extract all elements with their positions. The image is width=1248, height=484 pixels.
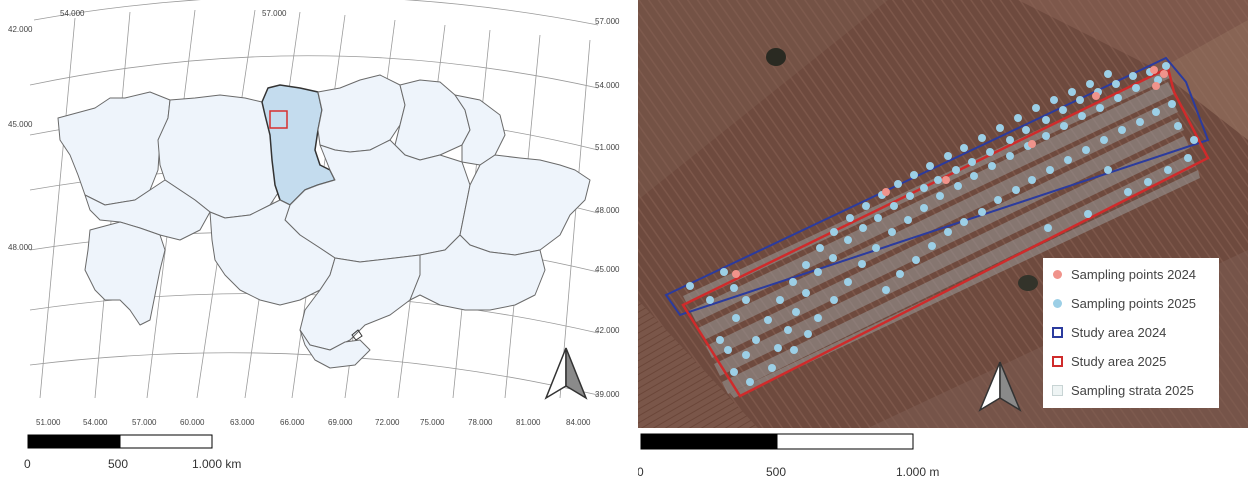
- legend-item-strata-2025: Sampling strata 2025: [1043, 378, 1219, 402]
- overview-map: 54.000 57.000 42.000 45.000 48.000 57.00…: [0, 0, 630, 479]
- coord-left-1: 42.000: [8, 25, 33, 34]
- coord-bottom-12: 84.000: [566, 418, 591, 427]
- legend-label: Sampling strata 2025: [1071, 382, 1194, 398]
- scale-tick-0: 0: [638, 465, 644, 479]
- square-fill-icon: [1051, 384, 1063, 396]
- coord-right-2: 54.000: [595, 81, 620, 90]
- coord-right-6: 42.000: [595, 326, 620, 335]
- region-southwest: [299, 329, 371, 369]
- scale-bar: 0 500 1.000 km: [24, 434, 241, 471]
- region-north-1: [317, 74, 406, 153]
- legend-item-area-2024: Study area 2024: [1043, 320, 1219, 344]
- coord-bottom-3: 57.000: [132, 418, 157, 427]
- region-west: [57, 91, 171, 206]
- sampling-points-2025: [686, 62, 1198, 386]
- study-area-2025: [681, 66, 1210, 398]
- coord-bottom-1: 51.000: [36, 418, 61, 427]
- legend-label: Sampling points 2024: [1071, 266, 1197, 282]
- scale-tick-2: 1.000 km: [192, 457, 241, 471]
- north-arrow-icon: [544, 347, 588, 400]
- region-mangystau: [84, 221, 166, 326]
- north-arrow-icon: [978, 361, 1022, 412]
- square-outline-icon: [1051, 355, 1063, 367]
- overview-map-canvas: 54.000 57.000 42.000 45.000 48.000 57.00…: [8, 0, 620, 471]
- dot-icon: [1052, 298, 1062, 308]
- coord-bottom-8: 72.000: [375, 418, 400, 427]
- sampling-points-2024: [732, 66, 1168, 278]
- study-area-canvas: 0 500 1.000 m: [637, 0, 1248, 479]
- scale-bar: 0 500 1.000 m: [637, 433, 939, 479]
- dot-icon: [1052, 269, 1062, 279]
- region-atyrau: [84, 179, 211, 241]
- coord-top-2: 57.000: [262, 9, 287, 18]
- scale-tick-2: 1.000 m: [896, 465, 939, 479]
- coord-right-5: 45.000: [595, 265, 620, 274]
- legend-item-area-2025: Study area 2025: [1043, 349, 1219, 373]
- map-legend: Sampling points 2024 Sampling points 202…: [1043, 258, 1219, 408]
- coord-bottom-6: 66.000: [280, 418, 305, 427]
- coord-bottom-7: 69.000: [328, 418, 353, 427]
- scale-tick-1: 500: [108, 457, 128, 471]
- coord-bottom-11: 81.000: [516, 418, 541, 427]
- coord-right-1: 57.000: [595, 17, 620, 26]
- study-area-inset: [269, 110, 288, 129]
- scale-tick-1: 500: [766, 465, 786, 479]
- legend-label: Sampling points 2025: [1071, 295, 1197, 311]
- legend-item-points-2024: Sampling points 2024: [1043, 262, 1219, 286]
- coord-right-3: 51.000: [595, 143, 620, 152]
- legend-label: Study area 2024: [1071, 324, 1167, 340]
- coord-left-2: 45.000: [8, 120, 33, 129]
- coord-bottom-4: 60.000: [180, 418, 205, 427]
- coord-right-4: 48.000: [595, 206, 620, 215]
- coord-right-7: 39.000: [595, 390, 620, 399]
- legend-label: Study area 2025: [1071, 353, 1167, 369]
- region-south: [299, 254, 421, 351]
- region-north-2: [394, 79, 471, 161]
- regions: [57, 74, 591, 369]
- coord-top-1: 54.000: [60, 9, 85, 18]
- coord-bottom-9: 75.000: [420, 418, 445, 427]
- study-area-map: 0 500 1.000 m: [637, 0, 1248, 479]
- coord-bottom-2: 54.000: [83, 418, 108, 427]
- region-east: [459, 154, 591, 256]
- square-outline-icon: [1051, 326, 1063, 338]
- scale-tick-0: 0: [24, 457, 31, 471]
- coord-bottom-5: 63.000: [230, 418, 255, 427]
- region-southeast: [409, 234, 546, 311]
- legend-item-points-2025: Sampling points 2025: [1043, 291, 1219, 315]
- graticule-labels: 54.000 57.000 42.000 45.000 48.000 57.00…: [8, 9, 620, 427]
- coord-bottom-10: 78.000: [468, 418, 493, 427]
- coord-left-3: 48.000: [8, 243, 33, 252]
